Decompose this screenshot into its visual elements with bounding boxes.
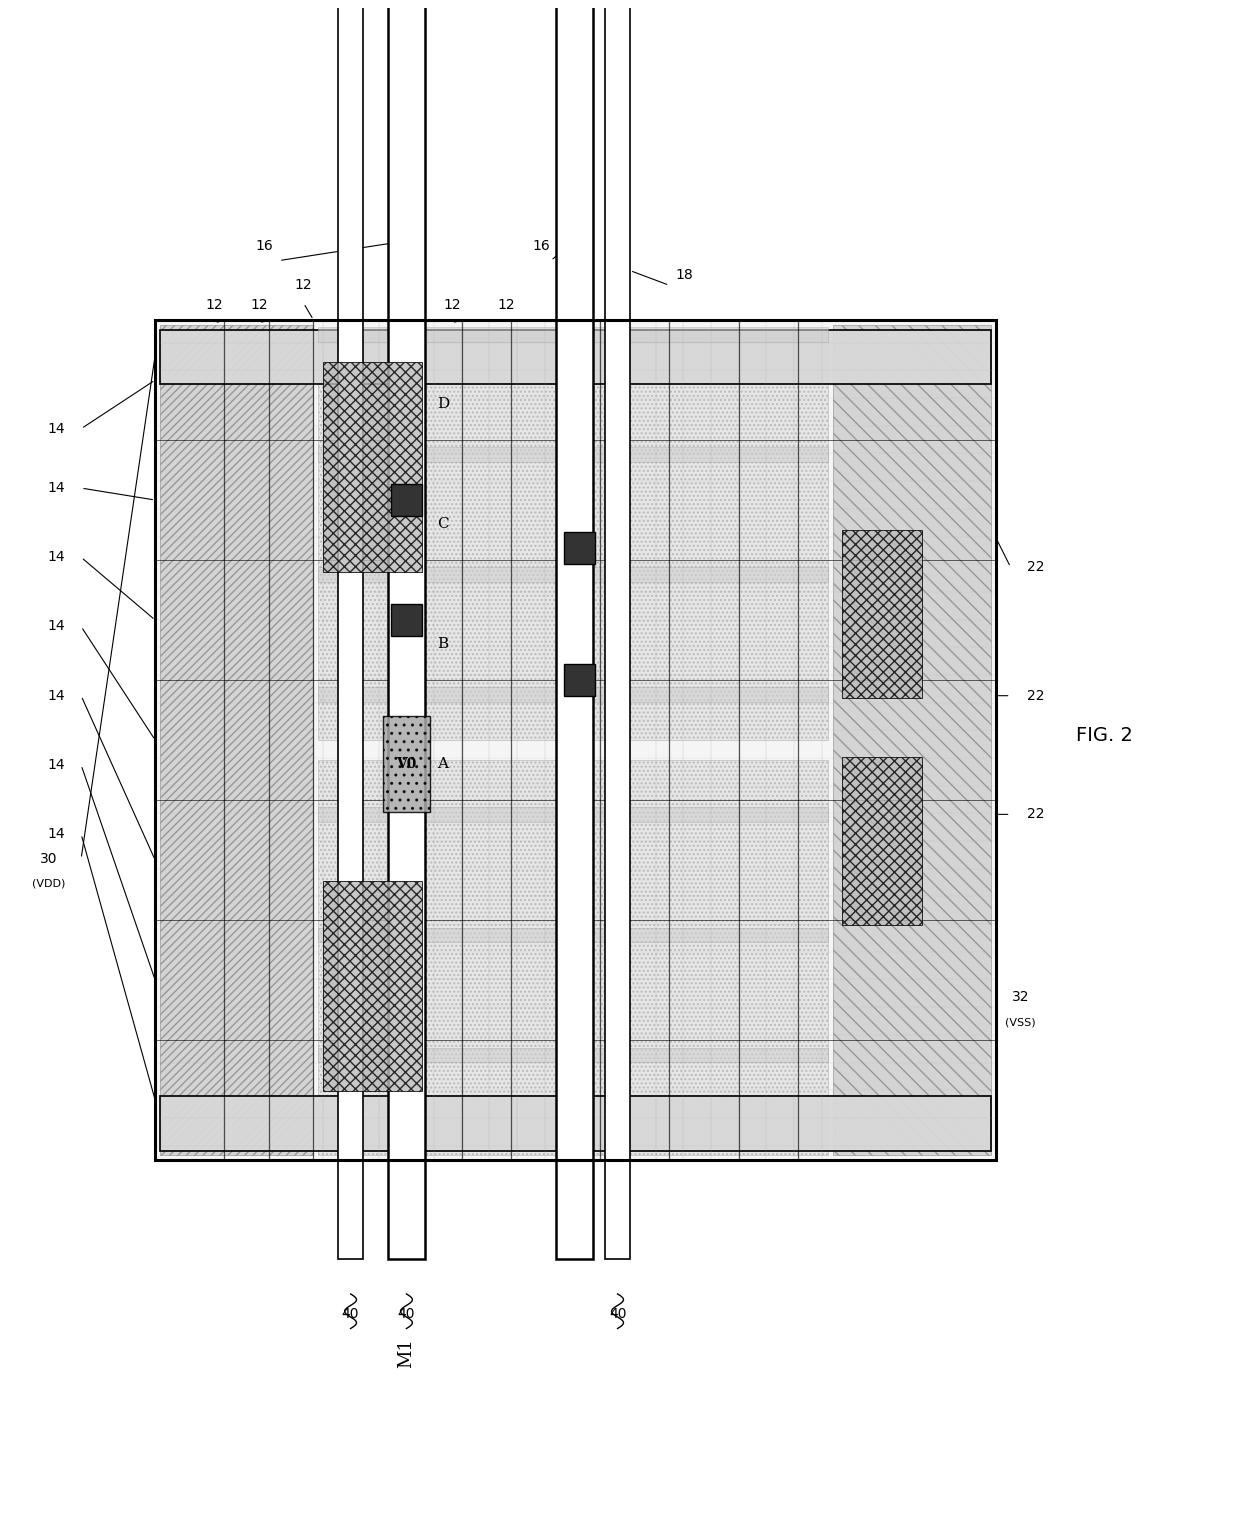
Bar [319, 447, 827, 462]
Bar [319, 327, 827, 341]
Bar [564, 532, 595, 564]
Text: 12: 12 [206, 298, 223, 312]
Text: 40: 40 [341, 1307, 358, 1321]
Text: 22: 22 [1027, 807, 1044, 821]
Text: 40: 40 [609, 1307, 626, 1321]
Bar [388, 0, 425, 1259]
Text: 40: 40 [398, 95, 415, 109]
Bar [319, 807, 827, 821]
Bar [324, 362, 423, 573]
Text: 18: 18 [676, 268, 693, 282]
Bar [391, 485, 423, 517]
Bar [605, 0, 630, 1259]
Bar [319, 688, 827, 701]
Text: 32: 32 [1012, 991, 1029, 1004]
Text: 12: 12 [340, 259, 357, 273]
Text: 30: 30 [40, 851, 57, 867]
Bar [383, 717, 430, 812]
Text: FIG. 2: FIG. 2 [1076, 726, 1133, 745]
Text: A: A [436, 758, 448, 771]
Text: 12: 12 [295, 279, 312, 292]
Text: B: B [436, 638, 448, 651]
Text: 12: 12 [250, 298, 268, 312]
Text: 18: 18 [345, 205, 362, 218]
Text: 12: 12 [497, 298, 515, 312]
Bar [155, 320, 996, 1160]
Bar [564, 665, 595, 695]
Text: 40: 40 [398, 1307, 415, 1321]
Text: 14: 14 [47, 421, 66, 436]
Text: 40: 40 [572, 95, 589, 109]
Text: 14: 14 [47, 827, 66, 841]
Text: (VSS): (VSS) [1006, 1017, 1035, 1027]
Text: 12: 12 [443, 298, 461, 312]
Bar [319, 567, 827, 582]
Text: 16: 16 [255, 239, 273, 253]
Text: 22: 22 [1027, 689, 1044, 703]
Text: 42: 42 [392, 729, 408, 742]
Bar [160, 324, 314, 1156]
Bar [324, 882, 423, 1091]
Bar [319, 761, 827, 1156]
Text: V0: V0 [397, 758, 417, 771]
Bar [160, 330, 991, 385]
Bar [556, 0, 593, 1259]
Text: 14: 14 [47, 550, 66, 564]
Bar [160, 1097, 991, 1150]
Text: 22: 22 [1027, 561, 1044, 574]
Bar [842, 530, 921, 698]
Text: 14: 14 [47, 482, 66, 495]
Text: 14: 14 [47, 689, 66, 703]
Text: 14: 14 [47, 758, 66, 773]
Bar [842, 758, 921, 926]
Text: D: D [436, 397, 449, 411]
Text: (VDD): (VDD) [32, 879, 66, 889]
Bar [339, 0, 363, 1259]
Bar [155, 320, 996, 1160]
Text: M1: M1 [397, 1338, 415, 1368]
Bar [391, 604, 423, 636]
Text: 42: 42 [408, 1198, 427, 1212]
Bar [319, 1047, 827, 1062]
Bar [319, 927, 827, 942]
Bar [319, 336, 827, 741]
Text: 14: 14 [47, 620, 66, 633]
Text: 42: 42 [392, 604, 408, 618]
Bar [832, 324, 991, 1156]
Text: C: C [436, 517, 449, 532]
Text: 16: 16 [532, 239, 549, 253]
